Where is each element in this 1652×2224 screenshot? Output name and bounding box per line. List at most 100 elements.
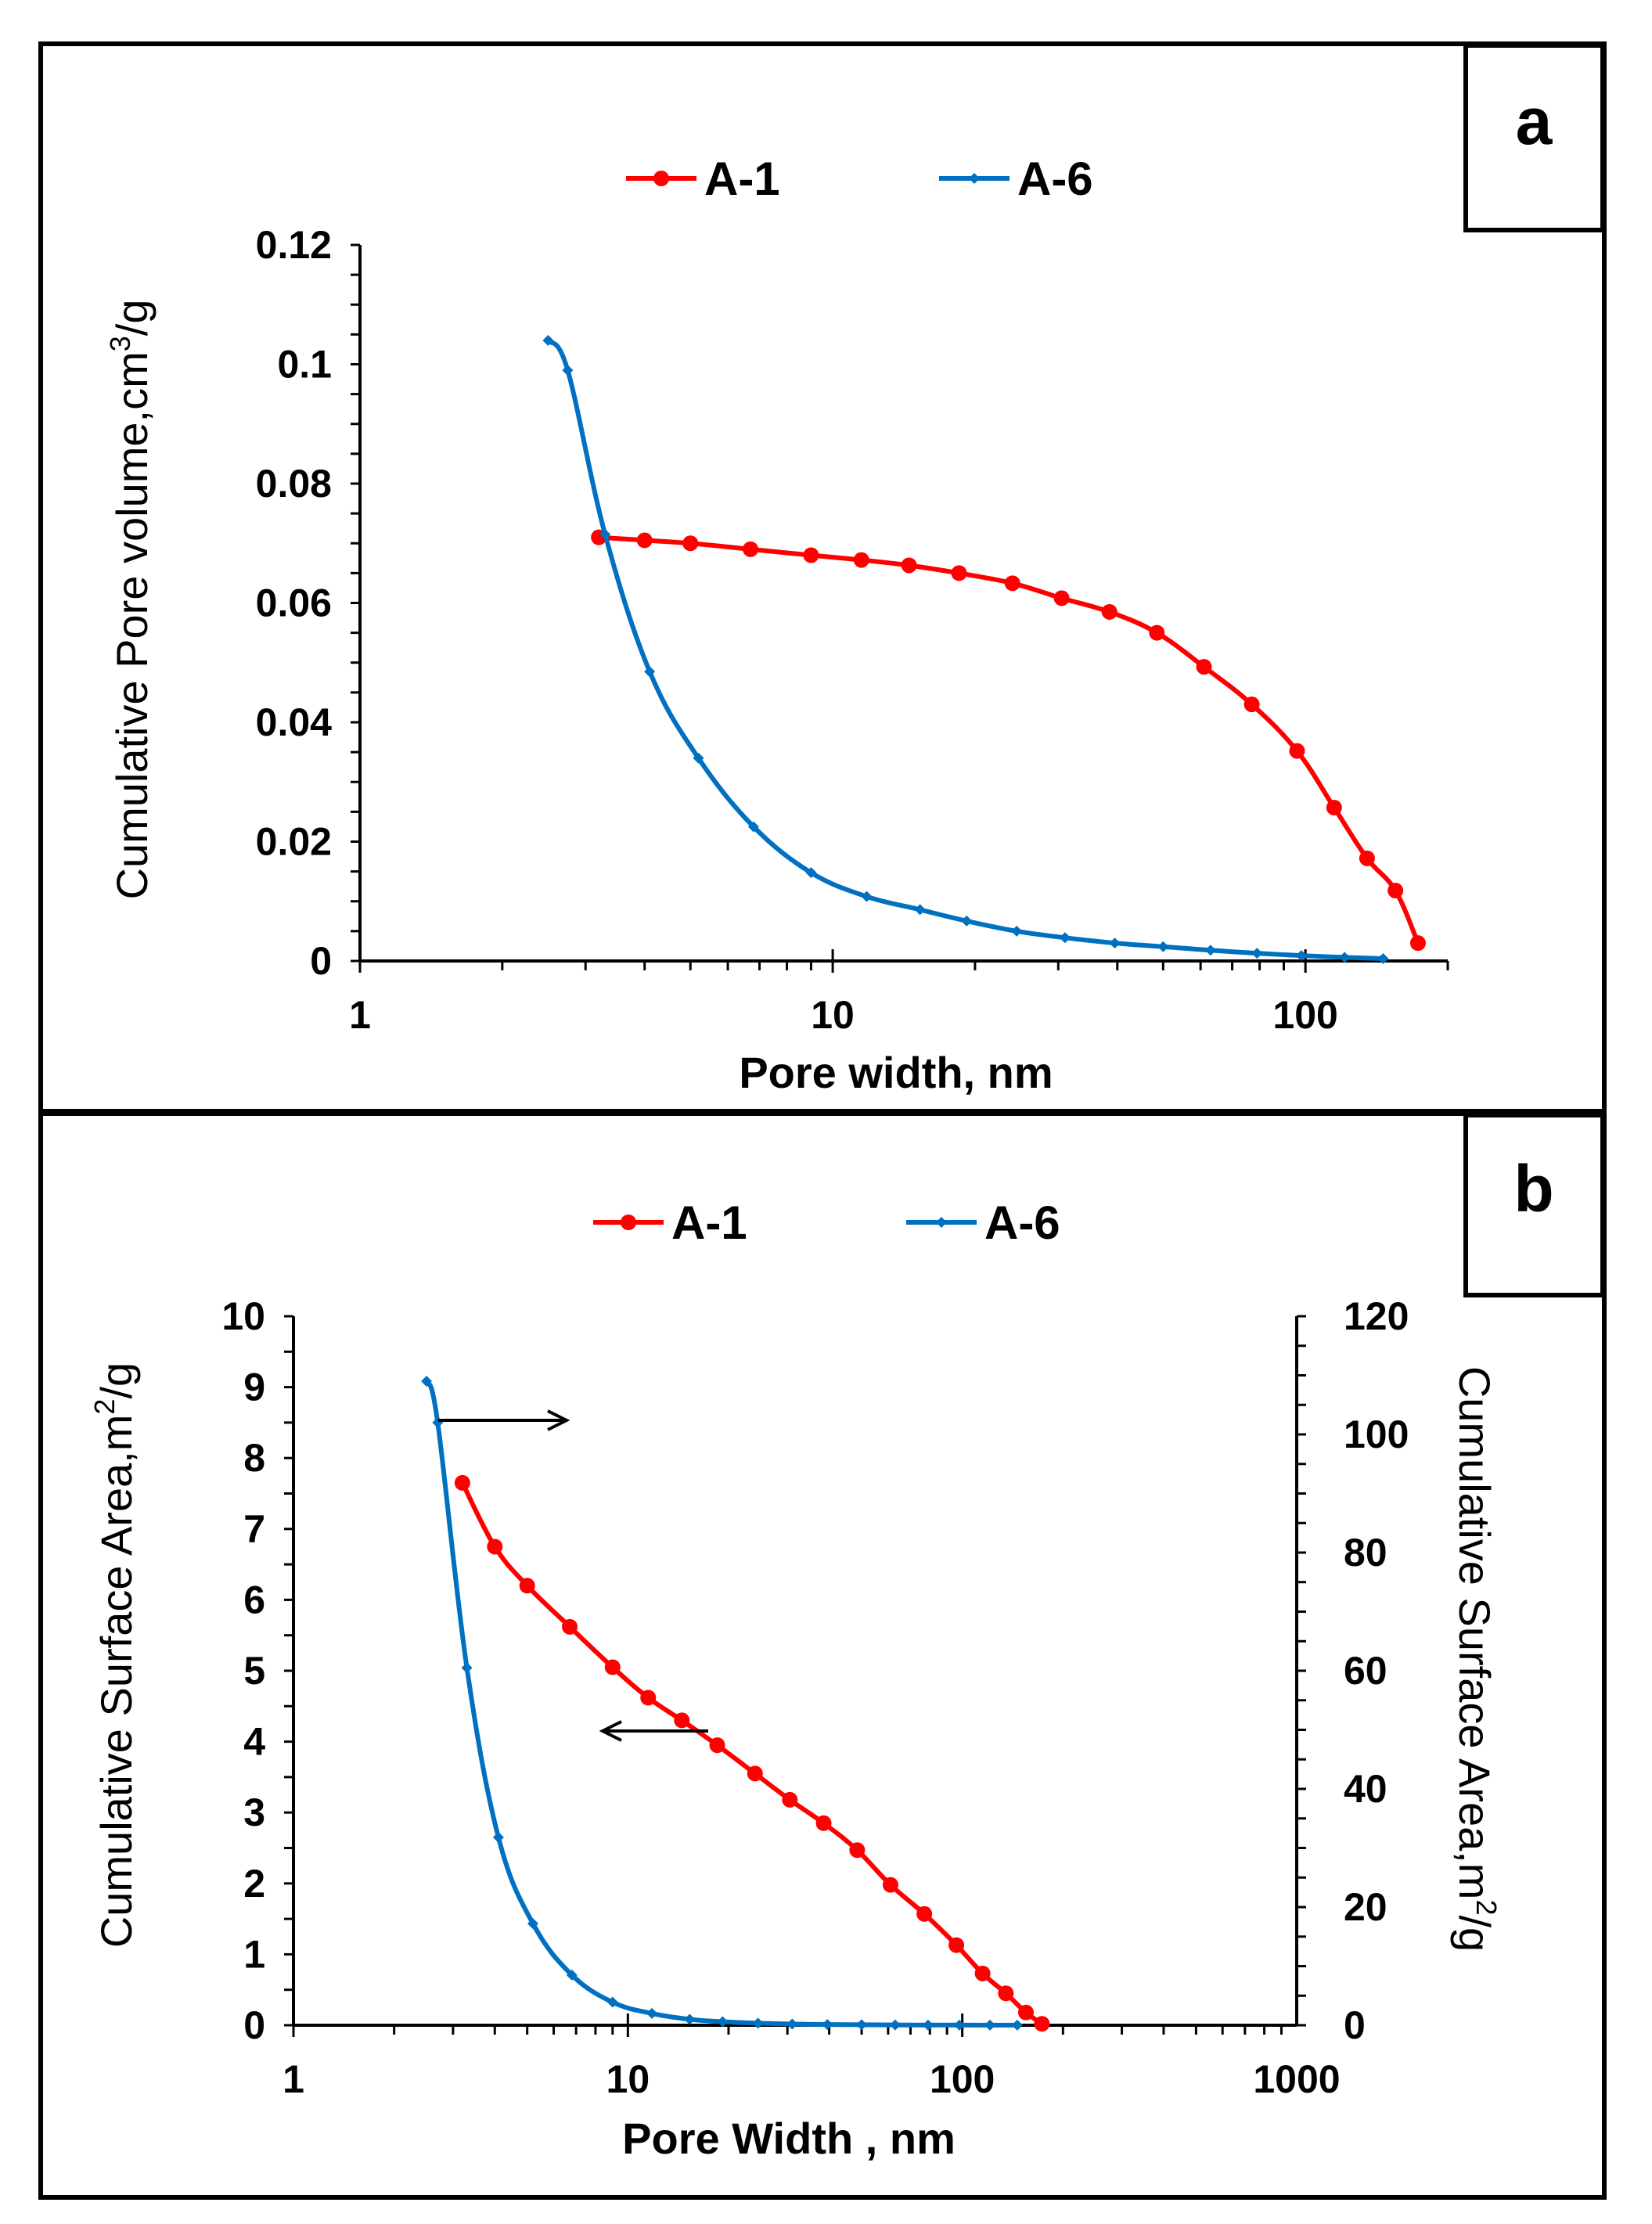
panel-a-x-tick-label: 1 (349, 993, 371, 1037)
panel-b-series-A-6-point (421, 1376, 433, 1387)
panel-b-series-A-1-point (1018, 2004, 1035, 2021)
panel-b-left-axis-arrow (599, 1720, 708, 1742)
panel-a-x-tick-label: 10 (811, 993, 855, 1037)
panel-a-series-A-1-point (1196, 659, 1212, 675)
panel-a-y-axis-title-main: Cumulative Pore volume,cm (107, 351, 157, 899)
panel-a-series-A-1-point (743, 541, 759, 557)
panel-a-series-A-1-point (803, 547, 819, 563)
panel-a-series (542, 335, 1426, 964)
panel-b-x-tick-label: 100 (930, 2057, 995, 2101)
panel-b-legend-A-6-label: A-6 (984, 1197, 1060, 1249)
panel-b-series-A-6-point (606, 1996, 618, 2008)
panel-a-series-A-6-point (562, 365, 574, 376)
panel-a-series-A-6-point (914, 904, 926, 916)
panel-a-legend-A-6-marker (969, 173, 980, 184)
panel-b-left-y-tick-label: 6 (243, 1578, 265, 1621)
panel-b-left-y-tick-label: 8 (243, 1436, 265, 1480)
panel-b-label: b (1513, 1152, 1553, 1225)
panel-b-series-A-1-point (974, 1965, 991, 1981)
panel-b-right-y-axis-title-tail: /g (1450, 1915, 1499, 1952)
panel-a-series-A-6-point (747, 821, 759, 833)
panel-a-series-A-1-point (901, 557, 917, 574)
panel-b-series-A-1-point (916, 1906, 933, 1922)
panel-a-series-A-6-point (644, 666, 656, 678)
panel-b-frame (38, 1111, 1607, 2200)
panel-a-series-A-6-point (805, 867, 817, 879)
panel-b-series-A-6-line (424, 1380, 1017, 2028)
panel-b-x-tick-label: 10 (606, 2057, 650, 2101)
panel-a-label-box (1463, 43, 1605, 232)
panel-b-left-y-tick-label: 10 (221, 1294, 265, 1338)
panel-b-right-y-tick-label: 120 (1344, 1294, 1409, 1338)
panel-b-right-y-tick-label: 20 (1344, 1885, 1387, 1929)
panel-a-series-A-6-point (1204, 945, 1216, 956)
panel-b-left-y-axis-title-tail: /g (92, 1362, 141, 1399)
panel-a-series-A-1-point (636, 532, 653, 549)
panel-b-left-y-tick-label: 3 (243, 1790, 265, 1834)
panel-a-series-A-1-point (1101, 603, 1118, 620)
panel-b-left-y-tick-label: 9 (243, 1366, 265, 1409)
panel-b-series-A-6-point (492, 1831, 504, 1843)
panel-b-series-A-6-point (566, 1969, 578, 1981)
panel-b-x-axis-title: Pore Width , nm (622, 2114, 956, 2163)
panel-a-y-tick-label: 0.06 (256, 581, 332, 625)
panel-b-left-y-tick-label: 1 (243, 1932, 265, 1976)
panel-a-legend-A-6-label: A-6 (1017, 153, 1093, 205)
panel-a-series-A-1-point (1387, 883, 1404, 899)
panel-b-series-A-6-point (856, 2019, 868, 2031)
panel-a-y-tick-label: 0.04 (256, 700, 333, 744)
panel-b-right-axis-arrow (438, 1409, 570, 1431)
panel-b-series-A-1-point (882, 1877, 898, 1893)
panel-a-series-A-6-line (545, 338, 1384, 961)
panel-b-series-A-6-point (1011, 2019, 1023, 2031)
panel-b-right-y-axis-title-sup: 2 (1470, 1899, 1503, 1915)
panel-b-series-A-1-point (948, 1937, 965, 1953)
panel-a-series-A-1-point (1289, 743, 1305, 759)
panel-a-series-A-1-point (1004, 575, 1020, 592)
panel-a-y-axis-title-sup: 3 (104, 336, 136, 351)
panel-a-series-A-6-point (1109, 937, 1121, 949)
panel-a-series-A-1-point (682, 535, 699, 552)
panel-b-left-y-axis-title-sup: 2 (88, 1399, 121, 1415)
panel-a-frame (38, 41, 1607, 1114)
panel-a-y-axis-title: Cumulative Pore volume,cm3/g (104, 300, 157, 900)
panel-b-series-A-6-point (684, 2013, 696, 2025)
panel-a-series-A-6-point (1295, 950, 1307, 962)
panel-b-series (421, 1376, 1050, 2032)
panel-b-series-A-1-point (782, 1791, 798, 1808)
panel-b-left-y-tick-label: 2 (243, 1862, 265, 1906)
panel-a-y-tick-label: 0.08 (256, 462, 332, 506)
panel-b-series-A-1-point (849, 1842, 866, 1859)
panel-b-left-y-tick-label: 0 (243, 2003, 265, 2047)
panel-a-legend-A-1-marker (653, 171, 669, 186)
panel-a-axes: 1 10 100 0 0.02 0.04 0.06 0.08 0.1 0.12 (256, 223, 1449, 1037)
panel-a-series-A-6-point (961, 915, 973, 927)
panel-a-series-A-1-point (1359, 850, 1375, 866)
panel-b-series-A-1-point (604, 1659, 621, 1675)
panel-a-series-A-6-point (1377, 952, 1389, 964)
panel-b-series-A-1-point (815, 1815, 832, 1831)
panel-b-left-y-axis-title-main: Cumulative Surface Area,m (92, 1415, 141, 1949)
panel-a-legend-A-1-label: A-1 (704, 153, 780, 205)
panel-b-series-A-1-point (562, 1618, 578, 1635)
panel-a-series-A-6-point (861, 891, 873, 902)
panel-b-left-y-tick-label: 4 (243, 1720, 265, 1764)
panel-a-series-A-6-point (1251, 948, 1263, 959)
panel-b-legend: A-1 A-6 (593, 1197, 1060, 1249)
panel-b-label-box (1463, 1113, 1605, 1297)
panel-b-series-A-6-point (527, 1918, 538, 1930)
panel-b-series-A-1-point (1034, 2016, 1050, 2032)
panel-b-left-y-tick-label: 7 (243, 1507, 265, 1551)
panel-a-series-A-1-point (1326, 800, 1342, 816)
panel-a-y-axis-title-tail: /g (107, 300, 157, 336)
panel-a-series-A-6-point (1339, 952, 1351, 963)
panel-a-x-tick-label: 100 (1272, 993, 1337, 1037)
panel-b-legend-A-6-marker (936, 1217, 947, 1228)
panel-a-y-tick-label: 0.1 (277, 343, 332, 387)
panel-a-y-tick-label: 0 (310, 939, 332, 983)
panel-b-right-y-tick-label: 80 (1344, 1531, 1387, 1574)
panel-a-series-A-6-point (599, 528, 611, 540)
panel-b-right-y-tick-label: 60 (1344, 1649, 1387, 1693)
panel-b-series-A-1-point (709, 1737, 725, 1754)
